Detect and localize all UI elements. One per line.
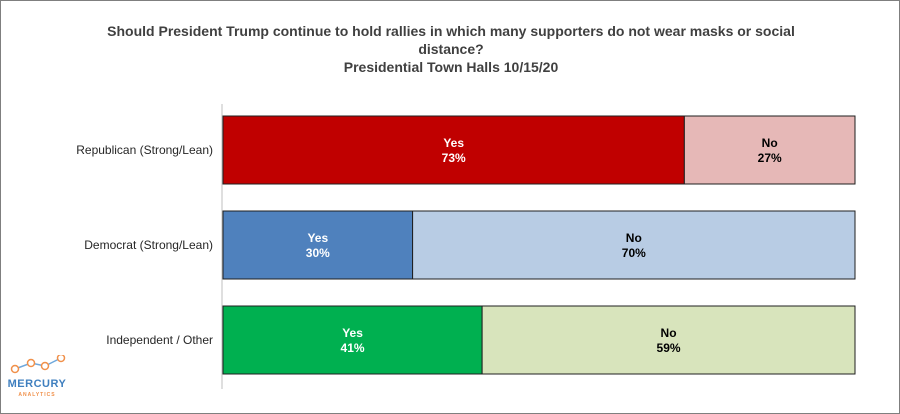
chart-title-line2: Presidential Town Halls 10/15/20 bbox=[343, 59, 559, 75]
category-label-democrat-strong-lean: Democrat (Strong/Lean) bbox=[84, 238, 213, 252]
bar-value-democrat-strong-lean-no: 70% bbox=[622, 246, 646, 260]
bar-label-democrat-strong-lean-no: No bbox=[626, 231, 642, 245]
bar-independent-other-yes bbox=[222, 305, 483, 375]
mercury-analytics-logo-icon bbox=[10, 355, 66, 374]
logo-name: MERCURY bbox=[7, 378, 67, 390]
bar-label-republican-strong-lean-no: No bbox=[762, 136, 778, 150]
bar-value-independent-other-no: 59% bbox=[657, 341, 681, 355]
bar-republican-strong-lean-yes bbox=[222, 115, 685, 185]
logo-subtitle: ANALYTICS bbox=[18, 392, 56, 398]
bar-republican-strong-lean-no bbox=[683, 115, 856, 185]
bar-label-democrat-strong-lean-yes: Yes bbox=[307, 231, 328, 245]
category-labels: Republican (Strong/Lean) Democrat (Strong… bbox=[76, 143, 213, 347]
bar-democrat-strong-lean-no bbox=[412, 210, 856, 280]
bar-value-democrat-strong-lean-yes: 30% bbox=[306, 246, 330, 260]
bar-independent-other-no bbox=[481, 305, 856, 375]
bar-value-republican-strong-lean-no: 27% bbox=[758, 151, 782, 165]
category-label-independent-other: Independent / Other bbox=[106, 333, 213, 347]
bar-value-independent-other-yes: 41% bbox=[341, 341, 365, 355]
bar-value-republican-strong-lean-yes: 73% bbox=[442, 151, 466, 165]
bar-label-republican-strong-lean-yes: Yes bbox=[443, 136, 464, 150]
bar-democrat-strong-lean-yes bbox=[222, 210, 414, 280]
category-label-republican-strong-lean: Republican (Strong/Lean) bbox=[76, 143, 213, 157]
bar-label-independent-other-yes: Yes bbox=[342, 326, 363, 340]
bar-label-independent-other-no: No bbox=[661, 326, 677, 340]
chart-title-line1: Should President Trump continue to hold … bbox=[107, 23, 795, 57]
chart-title: Should President Trump continue to hold … bbox=[81, 22, 821, 76]
